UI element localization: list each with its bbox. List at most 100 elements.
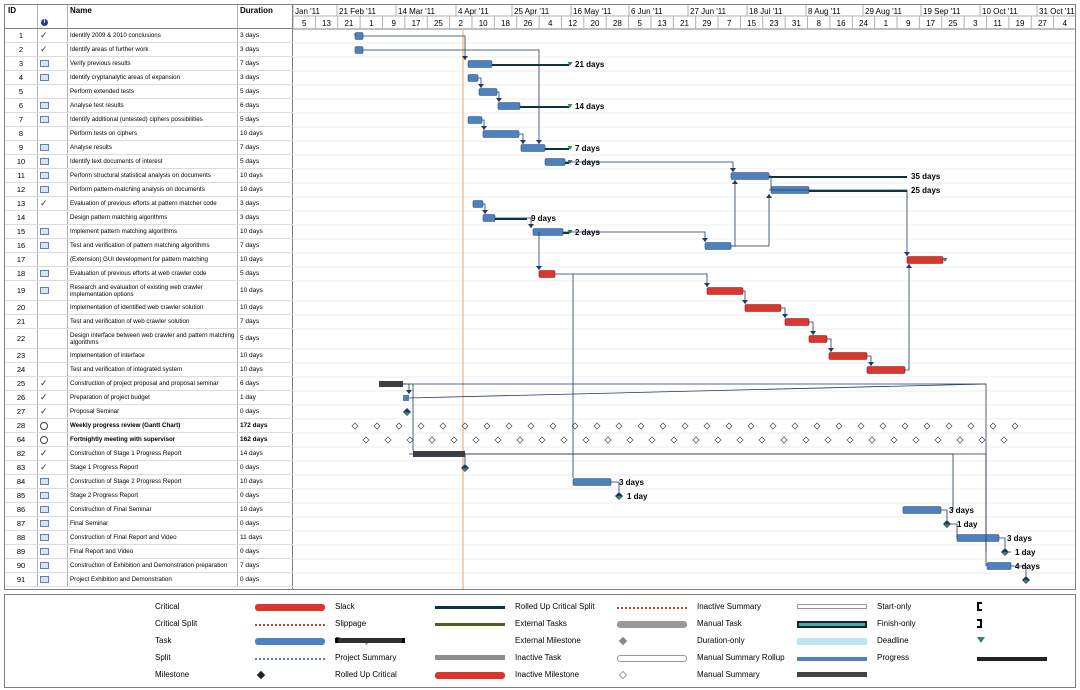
table-row[interactable]: 85 Stage 2 Progress Report 0 days [5,489,293,503]
task-duration[interactable]: 10 days [240,366,263,373]
task-name[interactable]: Stage 2 Progress Report [68,489,238,502]
task-name[interactable]: Identify text documents of interest [68,155,238,168]
task-name[interactable]: Construction of Stage 2 Progress Report [68,475,238,488]
task-duration[interactable]: 3 days [240,214,260,221]
table-row[interactable]: 90 Construction of Exhibition and Demonst… [5,559,293,573]
task-duration[interactable]: 7 days [240,562,260,569]
task-duration[interactable]: 10 days [240,506,263,513]
task-duration[interactable]: 7 days [240,318,260,325]
task-name[interactable]: Perform structural statistical analysis … [68,169,238,182]
table-row[interactable]: 6 Analyse test results 6 days [5,99,293,113]
column-header-id[interactable]: ID [5,5,38,29]
task-name[interactable]: Perform extended tests [68,85,238,98]
table-row[interactable]: 64 Fortnightly meeting with supervisor 162… [5,433,293,447]
task-name[interactable]: Construction of Exhibition and Demonstra… [68,559,238,572]
table-row[interactable]: 27 ✓ Proposal Seminar 0 days [5,405,293,419]
table-row[interactable]: 14 Design pattern matching algorithms 3 da… [5,211,293,225]
task-duration[interactable]: 162 days [240,436,268,443]
task-duration[interactable]: 7 days [240,242,260,249]
task-name[interactable]: Implementation of interface [68,349,238,362]
task-name[interactable]: Proposal Seminar [68,405,238,418]
table-row[interactable]: 84 Construction of Stage 2 Progress Repor… [5,475,293,489]
table-row[interactable]: 5 Perform extended tests 5 days [5,85,293,99]
task-duration[interactable]: 14 days [240,450,263,457]
table-row[interactable]: 10 Identify text documents of interest 5 d… [5,155,293,169]
task-name[interactable]: Evaluation of previous efforts at patter… [68,197,238,210]
task-name[interactable]: Construction of Stage 1 Progress Report [68,447,238,460]
task-duration[interactable]: 10 days [240,304,263,311]
task-duration[interactable]: 0 days [240,520,260,527]
table-row[interactable]: 16 Test and verification of pattern match… [5,239,293,253]
task-name[interactable]: Analyse results [68,141,238,154]
task-duration[interactable]: 10 days [240,287,263,294]
table-row[interactable]: 28 Weekly progress review (Gantt Chart) 17… [5,419,293,433]
table-row[interactable]: 15 Implement pattern matching algorithms 1… [5,225,293,239]
task-duration[interactable]: 7 days [240,144,260,151]
table-row[interactable]: 24 Test and verification of integrated sy… [5,363,293,377]
gantt-chart-area[interactable]: Jan '11 21 Feb '11 14 Mar '11 4 Apr '11 25 A… [293,4,1076,590]
table-row[interactable]: 23 Implementation of interface 10 days [5,349,293,363]
task-duration[interactable]: 7 days [240,60,260,67]
column-header-duration[interactable]: Duration [238,5,293,29]
task-duration[interactable]: 5 days [240,116,260,123]
table-row[interactable]: 26 ✓ Preparation of project budget 1 day [5,391,293,405]
table-row[interactable]: 86 Construction of Final Seminar 10 days [5,503,293,517]
task-name[interactable]: Verify previous results [68,57,238,70]
task-duration[interactable]: 3 days [240,46,260,53]
task-duration[interactable]: 5 days [240,158,260,165]
table-row[interactable]: 22 Design interface between web crawler a… [5,329,293,349]
task-duration[interactable]: 11 days [240,534,263,541]
task-duration[interactable]: 10 days [240,228,263,235]
table-row[interactable]: 20 Implementation of identified web crawl… [5,301,293,315]
task-name[interactable]: Preparation of project budget [68,391,238,404]
table-row[interactable]: 25 ✓ Construction of project proposal and … [5,377,293,391]
table-row[interactable]: 9 Analyse results 7 days [5,141,293,155]
task-name[interactable]: Perform pattern-matching analysis on doc… [68,183,238,196]
table-row[interactable]: 87 Final Seminar 0 days [5,517,293,531]
task-name[interactable]: Fortnightly meeting with supervisor [68,433,238,446]
task-name[interactable]: Analyse test results [68,99,238,112]
table-row[interactable]: 91 Project Exhibition and Demonstration 0 … [5,573,293,587]
table-row[interactable]: 18 Evaluation of previous efforts at web … [5,267,293,281]
task-name[interactable]: Design interface between web crawler and… [68,329,238,348]
task-duration[interactable]: 0 days [240,464,260,471]
task-name[interactable]: Construction of Final Seminar [68,503,238,516]
task-name[interactable]: Identify additional (untested) ciphers p… [68,113,238,126]
table-row[interactable]: 88 Construction of Final Report and Video… [5,531,293,545]
task-duration[interactable]: 0 days [240,576,260,583]
task-name[interactable]: Final Seminar [68,517,238,530]
table-row[interactable]: 12 Perform pattern-matching analysis on d… [5,183,293,197]
task-duration[interactable]: 0 days [240,408,260,415]
task-name[interactable]: Evaluation of previous efforts at web cr… [68,267,238,280]
task-duration[interactable]: 5 days [240,335,260,342]
task-name[interactable]: Perform tests on ciphers [68,127,238,140]
table-row[interactable]: 2 ✓ Identify areas of further work 3 days [5,43,293,57]
table-row[interactable]: 8 Perform tests on ciphers 10 days [5,127,293,141]
task-duration[interactable]: 0 days [240,492,260,499]
table-row[interactable]: 21 Test and verification of web crawler s… [5,315,293,329]
task-duration[interactable]: 10 days [240,130,263,137]
task-name[interactable]: Design pattern matching algorithms [68,211,238,224]
task-duration[interactable]: 3 days [240,200,260,207]
task-duration[interactable]: 3 days [240,32,260,39]
task-duration[interactable]: 6 days [240,380,260,387]
task-name[interactable]: Weekly progress review (Gantt Chart) [68,419,238,432]
task-duration[interactable]: 10 days [240,352,263,359]
task-duration[interactable]: 0 days [240,548,260,555]
task-duration[interactable]: 10 days [240,256,263,263]
task-duration[interactable]: 10 days [240,172,263,179]
task-duration[interactable]: 5 days [240,88,260,95]
task-name[interactable]: Identify areas of further work [68,43,238,56]
task-duration[interactable]: 10 days [240,478,263,485]
task-name[interactable]: Research and evaluation of existing web … [68,281,238,300]
task-name[interactable]: Implementation of identified web crawler… [68,301,238,314]
column-header-name[interactable]: Name [68,5,238,29]
table-row[interactable]: 1 ✓ Identify 2009 & 2010 conclusions 3 days [5,29,293,43]
task-duration[interactable]: 6 days [240,102,260,109]
table-row[interactable]: 7 Identify additional (untested) ciphers … [5,113,293,127]
table-row[interactable]: 89 Final Report and Video 0 days [5,545,293,559]
task-name[interactable]: Identify 2009 & 2010 conclusions [68,29,238,42]
table-row[interactable]: 3 Verify previous results 7 days [5,57,293,71]
task-name[interactable]: (Extension) GUI development for pattern … [68,253,238,266]
task-name[interactable]: Final Report and Video [68,545,238,558]
